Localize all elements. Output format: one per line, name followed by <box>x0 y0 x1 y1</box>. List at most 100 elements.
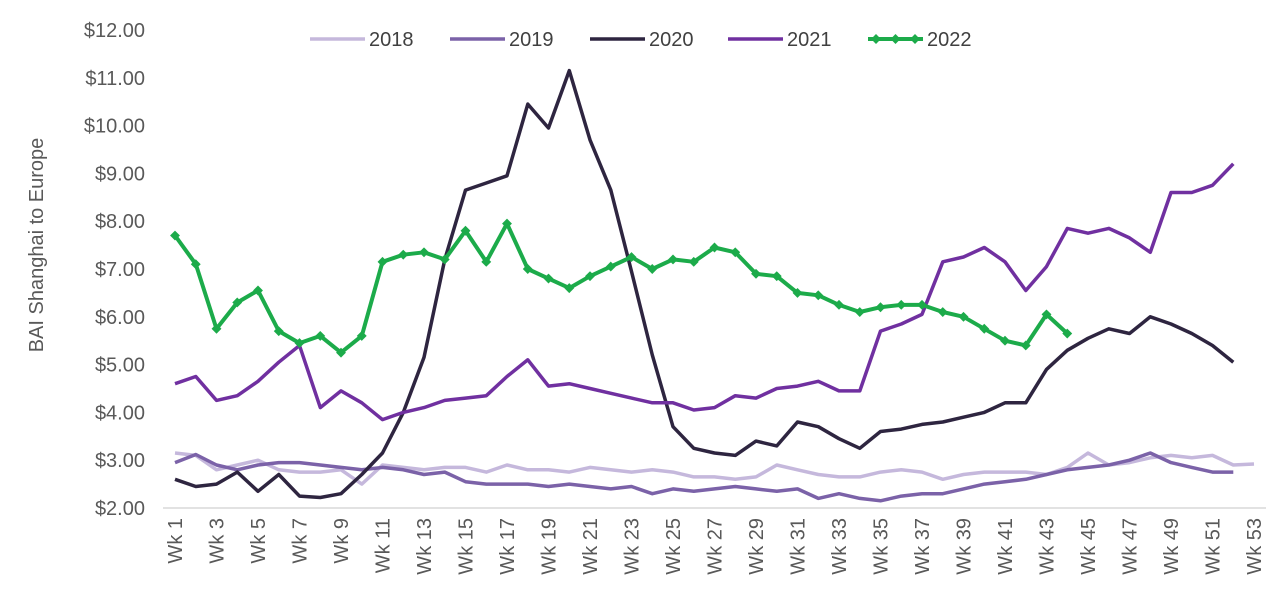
x-tick-label: Wk 41 <box>995 518 1017 575</box>
y-tick-label: $5.00 <box>95 355 145 377</box>
x-tick-label: Wk 33 <box>829 518 851 575</box>
x-tick-label: Wk 43 <box>1037 518 1059 575</box>
legend-marker <box>910 34 920 44</box>
y-tick-label: $10.00 <box>84 116 145 138</box>
x-tick-label: Wk 45 <box>1078 518 1100 575</box>
data-point-2022 <box>937 307 948 317</box>
data-point-2022 <box>585 271 595 282</box>
data-point-2022 <box>315 330 326 341</box>
x-tick-label: Wk 49 <box>1161 518 1183 575</box>
x-tick-label: Wk 15 <box>456 518 478 575</box>
data-point-2022 <box>356 330 367 341</box>
data-point-2022 <box>419 247 429 258</box>
data-point-2022 <box>1041 309 1052 320</box>
y-tick-label: $7.00 <box>95 259 145 281</box>
data-point-2022 <box>979 323 990 334</box>
legend-item-2022: 2022 <box>868 29 972 51</box>
data-point-2022 <box>1062 328 1073 339</box>
data-point-2022 <box>730 247 741 258</box>
legend-item-2018: 2018 <box>310 29 414 51</box>
data-point-2022 <box>875 302 886 313</box>
x-tick-label: Wk 31 <box>788 518 810 575</box>
x-tick-label: Wk 7 <box>290 518 312 564</box>
x-tick-label: Wk 19 <box>539 518 561 575</box>
legend-label: 2022 <box>927 29 972 51</box>
legend-label: 2019 <box>509 29 554 51</box>
data-point-2022 <box>854 307 865 317</box>
legend-item-2020: 2020 <box>590 29 694 51</box>
series-line-2019 <box>174 451 1234 503</box>
y-tick-label: $9.00 <box>95 163 145 185</box>
legend-label: 2021 <box>787 29 832 51</box>
x-tick-label: Wk 29 <box>746 518 768 575</box>
data-point-2022 <box>834 299 844 310</box>
data-point-2022 <box>502 218 512 229</box>
x-tick-label: Wk 51 <box>1203 518 1225 575</box>
x-tick-label: Wk 3 <box>207 518 229 564</box>
data-point-2022 <box>460 225 471 236</box>
data-point-2022 <box>564 283 575 294</box>
x-tick-label: Wk 13 <box>414 518 436 575</box>
data-point-2022 <box>896 299 907 310</box>
x-tick-label: Wk 9 <box>331 518 353 564</box>
x-axis-ticks: Wk 1 Wk 3 Wk 5 Wk 7 Wk 9 Wk 11 Wk 13 Wk 15 Wk 17… <box>165 518 1266 575</box>
series-2022 <box>170 218 1073 358</box>
data-point-2022 <box>336 347 346 358</box>
data-point-2022 <box>190 259 201 270</box>
data-point-2022 <box>958 311 969 322</box>
y-tick-label: $4.00 <box>95 402 145 424</box>
data-point-2022 <box>605 261 616 272</box>
x-tick-label: Wk 35 <box>871 518 893 575</box>
data-point-2022 <box>813 290 824 301</box>
x-tick-label: Wk 27 <box>705 518 727 575</box>
series-lines <box>170 68 1255 503</box>
data-point-2022 <box>273 326 284 337</box>
data-point-2022 <box>543 273 554 284</box>
y-tick-label: $11.00 <box>85 68 145 90</box>
data-point-2022 <box>522 264 533 274</box>
data-point-2022 <box>688 256 699 267</box>
y-axis-label: BAI Shanghai to Europe <box>26 138 48 353</box>
legend-item-2019: 2019 <box>450 29 554 51</box>
data-point-2022 <box>668 254 678 265</box>
x-tick-label: Wk 1 <box>165 518 187 564</box>
legend-item-2021: 2021 <box>728 29 832 51</box>
x-tick-label: Wk 23 <box>622 518 644 575</box>
x-tick-label: Wk 25 <box>663 518 685 575</box>
data-point-2022 <box>294 338 305 349</box>
series-line-2021 <box>174 162 1235 422</box>
x-tick-label: Wk 53 <box>1244 518 1266 575</box>
x-tick-label: Wk 39 <box>954 518 976 575</box>
data-point-2022 <box>398 249 409 260</box>
y-tick-label: $6.00 <box>95 307 145 329</box>
x-tick-label: Wk 47 <box>1120 518 1142 575</box>
x-tick-label: Wk 37 <box>912 518 934 575</box>
series-2021 <box>174 162 1235 422</box>
y-tick-label: $8.00 <box>95 211 145 233</box>
data-point-2022 <box>211 323 222 334</box>
y-tick-label: $3.00 <box>95 450 145 472</box>
legend: 2018 2019 2020 2021 2022 <box>310 29 972 51</box>
series-2019 <box>174 451 1234 503</box>
data-point-2022 <box>1000 335 1010 346</box>
y-axis-ticks: $2.00 $3.00 $4.00 $5.00 $6.00 $7.00 $8.00 $9.00… <box>84 20 145 520</box>
data-point-2022 <box>751 268 761 279</box>
legend-marker <box>871 34 881 44</box>
data-point-2022 <box>1020 340 1031 351</box>
series-line-2020 <box>174 68 1235 500</box>
data-point-2022 <box>792 287 803 298</box>
x-tick-label: Wk 5 <box>248 518 270 564</box>
x-tick-label: Wk 11 <box>373 518 395 573</box>
y-tick-label: $2.00 <box>95 498 145 520</box>
data-point-2022 <box>170 230 180 241</box>
legend-label: 2018 <box>369 29 414 51</box>
legend-marker <box>890 34 901 44</box>
data-point-2022 <box>377 256 388 267</box>
data-point-2022 <box>481 256 492 267</box>
series-2020 <box>174 68 1235 500</box>
legend-label: 2020 <box>649 29 694 51</box>
data-point-2022 <box>232 297 243 308</box>
data-point-2022 <box>917 299 927 310</box>
x-tick-label: Wk 17 <box>497 518 519 575</box>
